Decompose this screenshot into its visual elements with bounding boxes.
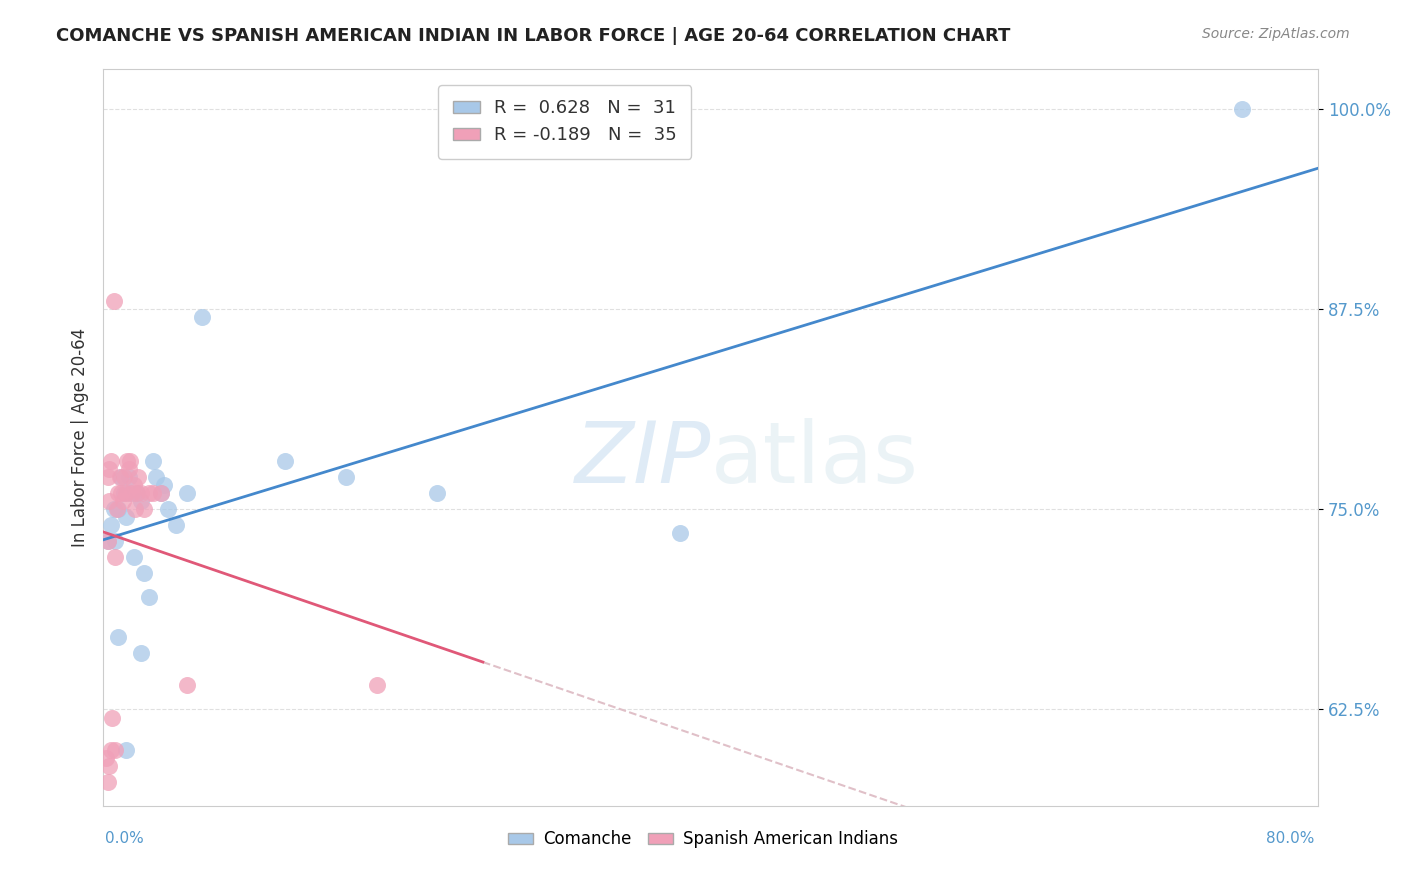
Point: [142, 486, 165, 500]
Point: [142, 454, 165, 468]
Point: [117, 454, 139, 468]
Point: [124, 502, 146, 516]
Point: [138, 486, 160, 500]
Point: [145, 470, 167, 484]
Point: [125, 486, 148, 500]
Point: [107, 631, 129, 645]
Point: [157, 502, 180, 516]
Point: [122, 550, 145, 565]
Text: atlas: atlas: [710, 417, 918, 500]
Point: [125, 486, 148, 500]
Point: [107, 502, 129, 516]
Point: [111, 494, 134, 508]
Point: [129, 486, 152, 500]
Point: [176, 678, 198, 692]
Point: [115, 742, 138, 756]
Point: [107, 486, 129, 500]
Point: [97, 534, 120, 549]
Point: [112, 486, 135, 500]
Point: [138, 591, 160, 605]
Point: [153, 478, 176, 492]
Point: [118, 462, 141, 476]
Point: [103, 293, 125, 308]
Point: [134, 566, 156, 581]
Point: [98, 758, 121, 772]
Point: [98, 494, 121, 508]
Y-axis label: In Labor Force | Age 20-64: In Labor Force | Age 20-64: [72, 327, 89, 547]
Point: [1232, 102, 1254, 116]
Point: [366, 678, 388, 692]
Point: [121, 486, 143, 500]
Point: [104, 534, 127, 549]
Point: [97, 534, 120, 549]
Point: [176, 486, 198, 500]
Point: [96, 750, 118, 764]
Point: [115, 510, 138, 524]
Point: [120, 454, 142, 468]
Point: [100, 742, 122, 756]
Point: [669, 526, 692, 541]
Point: [120, 486, 142, 500]
Point: [100, 518, 122, 533]
Text: ZIP: ZIP: [575, 417, 710, 500]
Point: [104, 550, 127, 565]
Point: [97, 470, 120, 484]
Point: [129, 494, 152, 508]
Point: [129, 647, 152, 661]
Text: 80.0%: 80.0%: [1267, 831, 1315, 846]
Point: [165, 518, 187, 533]
Point: [110, 486, 132, 500]
Text: 0.0%: 0.0%: [105, 831, 145, 846]
Point: [104, 742, 127, 756]
Point: [274, 454, 297, 468]
Point: [127, 470, 149, 484]
Point: [112, 470, 135, 484]
Point: [98, 462, 121, 476]
Text: COMANCHE VS SPANISH AMERICAN INDIAN IN LABOR FORCE | AGE 20-64 CORRELATION CHART: COMANCHE VS SPANISH AMERICAN INDIAN IN L…: [56, 27, 1011, 45]
Text: Source: ZipAtlas.com: Source: ZipAtlas.com: [1202, 27, 1350, 41]
Point: [191, 310, 214, 324]
Point: [149, 486, 172, 500]
Point: [108, 470, 131, 484]
Point: [335, 470, 357, 484]
Point: [122, 478, 145, 492]
Point: [105, 502, 128, 516]
Point: [110, 470, 132, 484]
Point: [103, 502, 125, 516]
Point: [134, 502, 156, 516]
Point: [149, 486, 172, 500]
Point: [97, 774, 120, 789]
Point: [115, 486, 138, 500]
Point: [426, 486, 449, 500]
Legend: Comanche, Spanish American Indians: Comanche, Spanish American Indians: [502, 824, 904, 855]
Point: [118, 470, 141, 484]
Point: [101, 710, 124, 724]
Legend: R =  0.628   N =  31, R = -0.189   N =  35: R = 0.628 N = 31, R = -0.189 N = 35: [439, 85, 692, 159]
Point: [100, 454, 122, 468]
